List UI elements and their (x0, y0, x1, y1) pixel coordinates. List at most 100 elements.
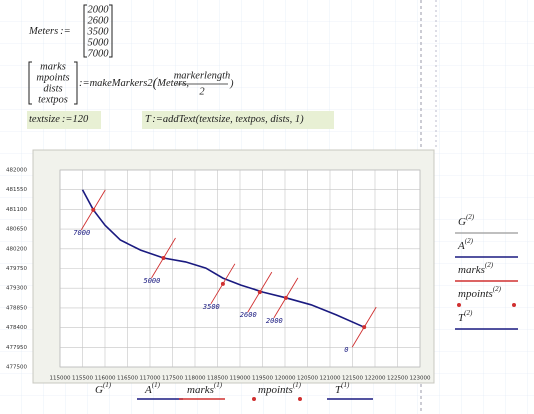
legend-swatch (512, 303, 516, 307)
marker-point (91, 207, 96, 212)
x-tick-label: 118500 (207, 376, 228, 382)
operator: := (62, 114, 73, 125)
matrix-entry: mpoints (36, 72, 69, 83)
legend-sup: (2) (464, 309, 473, 317)
argument: Meters, (156, 78, 189, 89)
variable: textsize (29, 114, 60, 125)
paren: ) (229, 78, 234, 89)
marker-point (220, 281, 225, 286)
matrix-bracket (83, 4, 113, 58)
matrix-bracket (28, 61, 78, 105)
region-highlight (142, 111, 334, 129)
legend-swatch (252, 397, 256, 401)
legend-name: T (335, 384, 342, 396)
marker-label: 2000 (266, 317, 283, 325)
legend-name: A (144, 384, 152, 396)
marker-point (283, 295, 288, 300)
x-tick-label: 115500 (72, 376, 93, 382)
expression: T:=addText(textsize, textpos, dists, 1) (145, 114, 304, 125)
legend-sup: (1) (152, 381, 161, 389)
marker-label: 7000 (73, 229, 90, 237)
y-tick-label: 480200 (6, 246, 27, 252)
y-tick-label: 478850 (6, 305, 27, 311)
legend-sup: (2) (493, 285, 502, 293)
expression-body: addText(textsize, textpos, dists, 1) (163, 114, 304, 125)
legend-sup: (2) (466, 213, 475, 221)
numerator: markerlength (174, 70, 231, 81)
matrix-entry: 3500 (87, 26, 110, 37)
matrix-entry: 5000 (88, 37, 110, 48)
curve (81, 189, 365, 328)
expression: textsize:=120 (29, 114, 89, 125)
x-tick-label: 117000 (140, 376, 161, 382)
y-tick-label: 478400 (6, 325, 27, 331)
denominator: 2 (199, 86, 205, 97)
legend-swatch (457, 303, 461, 307)
marker-point (161, 255, 166, 260)
y-tick-label: 477950 (6, 345, 27, 351)
y-tick-label: 479750 (6, 266, 27, 272)
matrix-entry: dists (43, 83, 62, 94)
legend-entry: A(1) (144, 381, 161, 396)
function: makeMarkers2 (90, 78, 154, 89)
value: 120 (73, 114, 90, 125)
x-tick-label: 122500 (387, 376, 408, 382)
legend-entry: T(1) (335, 381, 350, 396)
variable: T (145, 114, 152, 125)
legend-name: mpoints (258, 384, 293, 396)
variable: Meters (28, 26, 58, 37)
legend-entry: G(2) (458, 213, 475, 228)
y-tick-label: 481100 (6, 207, 27, 213)
marker-point (257, 290, 262, 295)
matrix-entry: 2000 (88, 4, 110, 15)
x-tick-label: 116500 (117, 376, 138, 382)
legend-entry: T(2) (458, 309, 473, 324)
x-tick-label: 121000 (320, 376, 341, 382)
x-tick-label: 118000 (185, 376, 206, 382)
legend-name: A (457, 240, 465, 252)
matrix-entry: 7000 (88, 48, 110, 59)
expression: :=makeMarkers2(Meters, (79, 76, 189, 91)
operator: := (60, 26, 71, 37)
legend-entry: marks(2) (458, 261, 494, 276)
x-tick-label: 122000 (365, 376, 386, 382)
region-highlight (27, 111, 101, 129)
legend-name: G (95, 384, 103, 396)
x-tick-label: 115000 (50, 376, 71, 382)
legend-entry: A(2) (457, 237, 474, 252)
legend-name: T (458, 312, 465, 324)
legend-name: marks (458, 264, 485, 276)
marker-label: 5000 (144, 277, 161, 285)
legend-entry: mpoints(1) (258, 381, 302, 396)
x-tick-label: 116000 (95, 376, 116, 382)
x-tick-label: 120500 (297, 376, 318, 382)
plot: 115000 115500 116000 116500 117000 117500 1180… (6, 168, 518, 401)
y-tick-label: 480650 (6, 227, 27, 233)
legend-sup: (1) (103, 381, 112, 389)
paren: ( (153, 76, 159, 91)
legend-name: mpoints (458, 288, 493, 300)
matrix-entry: marks (40, 61, 66, 72)
expression: Meters:= (28, 26, 71, 37)
matrix-entry: textpos (38, 94, 68, 105)
legend-name: G (458, 216, 466, 228)
legend-entry: marks(1) (187, 381, 223, 396)
y-tick-label: 479300 (6, 286, 27, 292)
operator: := (152, 114, 163, 125)
legend-sup: (1) (293, 381, 302, 389)
marker-label: 0 (344, 346, 348, 354)
legend-entry: mpoints(2) (458, 285, 502, 300)
marker-label: 2600 (240, 311, 257, 319)
x-tick-label: 117500 (162, 376, 183, 382)
legend-sup: (1) (214, 381, 223, 389)
legend-name: marks (187, 384, 214, 396)
legend-sup: (1) (341, 381, 350, 389)
x-tick-label: 119000 (230, 376, 251, 382)
legend-swatch (298, 397, 302, 401)
marker-label: 3500 (202, 303, 220, 311)
marker-point (362, 325, 367, 330)
legend-sup: (2) (485, 261, 494, 269)
